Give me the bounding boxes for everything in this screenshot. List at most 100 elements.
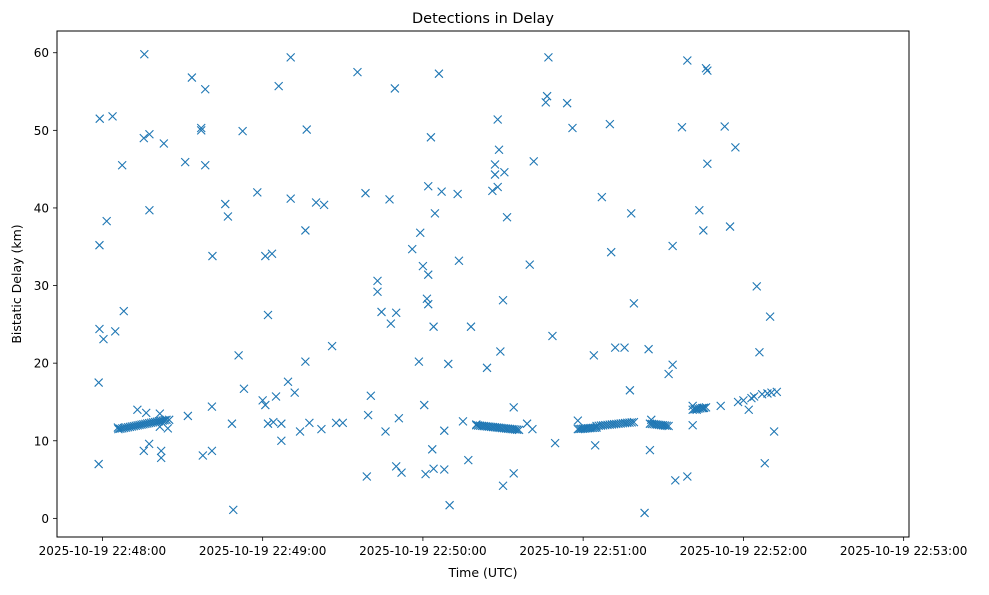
data-point-marker	[744, 405, 754, 415]
data-point-marker	[512, 425, 522, 435]
data-point-marker	[423, 270, 433, 280]
data-point-marker	[454, 256, 464, 266]
data-point-marker	[458, 416, 468, 426]
data-point-marker	[390, 84, 400, 93]
data-point-marker	[377, 307, 386, 317]
data-point-marker	[605, 119, 615, 129]
data-point-marker	[327, 341, 337, 351]
data-point-marker	[509, 403, 519, 412]
data-point-marker	[463, 455, 473, 465]
data-point-marker	[739, 396, 748, 405]
data-point-marker	[509, 468, 519, 478]
data-point-marker	[548, 331, 557, 341]
data-point-marker	[701, 63, 711, 73]
data-point-marker	[276, 419, 286, 429]
data-point-marker	[423, 299, 433, 309]
data-point-marker	[699, 403, 709, 413]
data-point-marker	[423, 181, 433, 191]
data-point-marker	[145, 205, 154, 215]
data-point-marker	[95, 240, 104, 250]
data-point-marker	[362, 472, 372, 481]
data-point-marker	[119, 306, 129, 316]
data-point-marker	[144, 439, 154, 449]
plot-frame	[56, 30, 910, 538]
data-point-marker	[311, 198, 321, 207]
data-point-marker	[755, 347, 764, 357]
data-point-marker	[698, 226, 708, 235]
data-point-marker	[725, 222, 735, 231]
data-point-marker	[498, 295, 508, 305]
data-point-marker	[544, 52, 553, 62]
data-point-marker	[510, 425, 520, 434]
data-point-marker	[445, 500, 455, 510]
data-point-marker	[752, 281, 762, 291]
data-point-marker	[283, 377, 293, 387]
data-point-marker	[260, 251, 270, 261]
data-point-marker	[99, 334, 108, 344]
data-point-marker	[252, 188, 262, 197]
data-point-marker	[430, 208, 440, 218]
data-point-marker	[110, 326, 120, 336]
data-point-marker	[295, 427, 305, 436]
data-point-marker	[499, 167, 509, 177]
data-point-marker	[421, 469, 430, 479]
data-point-marker	[108, 111, 117, 121]
x-axis-label: Time (UTC)	[447, 565, 517, 580]
data-point-marker	[716, 401, 726, 411]
data-point-marker	[493, 115, 503, 124]
data-point-marker	[514, 425, 524, 435]
data-point-marker	[361, 188, 370, 198]
data-point-marker	[498, 481, 508, 491]
data-point-marker	[626, 208, 636, 218]
data-point-marker	[747, 393, 756, 403]
data-point-marker	[733, 397, 743, 407]
data-point-marker	[263, 310, 273, 320]
data-point-marker	[568, 123, 577, 133]
data-point-marker	[162, 415, 171, 425]
x-tick-label: 2025-10-19 22:51:00	[519, 544, 646, 558]
data-point-marker	[434, 69, 444, 79]
data-point-marker	[453, 189, 463, 199]
x-tick-label: 2025-10-19 22:50:00	[359, 544, 486, 558]
data-point-marker	[443, 359, 453, 369]
data-point-marker	[183, 411, 193, 421]
y-tick-label: 50	[34, 124, 49, 138]
data-point-marker	[95, 114, 105, 124]
y-axis-ticks: 0 10 20 30 40 50 60	[34, 46, 57, 526]
data-point-marker	[317, 424, 326, 434]
data-point-marker	[145, 129, 154, 139]
data-point-marker	[670, 475, 680, 485]
data-point-marker	[300, 226, 310, 235]
data-point-marker	[662, 421, 672, 431]
chart-title: Detections in Delay	[412, 11, 554, 27]
data-point-marker	[702, 159, 712, 169]
data-point-marker	[159, 139, 169, 148]
data-point-marker	[528, 424, 537, 434]
data-point-marker	[731, 143, 740, 152]
data-point-marker	[95, 324, 104, 334]
data-point-marker	[366, 391, 376, 401]
data-point-marker	[487, 186, 497, 196]
data-point-marker	[525, 260, 535, 269]
data-point-marker	[629, 299, 639, 308]
data-point-marker	[133, 405, 142, 415]
x-tick-label: 2025-10-19 22:48:00	[39, 544, 166, 558]
data-point-marker	[139, 133, 149, 143]
data-point-marker	[196, 125, 206, 135]
data-point-marker	[490, 160, 500, 169]
y-tick-label: 30	[34, 279, 49, 293]
data-point-marker	[627, 417, 637, 427]
data-point-marker	[610, 343, 620, 353]
data-point-marker	[228, 505, 238, 515]
data-point-marker	[769, 427, 779, 436]
data-point-marker	[300, 357, 310, 366]
data-point-marker	[590, 441, 600, 450]
data-point-marker	[589, 351, 599, 360]
data-point-marker	[139, 49, 149, 59]
data-point-marker	[141, 408, 151, 418]
data-point-marker	[239, 384, 249, 394]
data-point-marker	[117, 160, 127, 170]
data-point-marker	[196, 123, 206, 133]
data-point-marker	[419, 400, 429, 410]
